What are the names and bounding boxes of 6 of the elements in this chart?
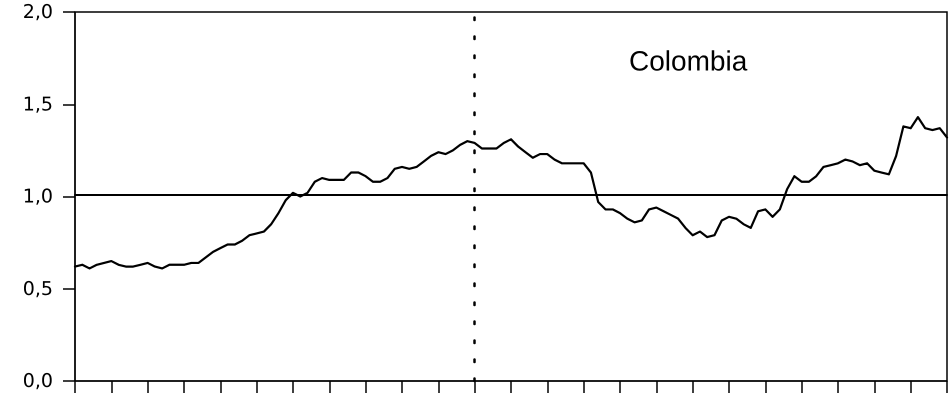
- annotation: Colombia: [629, 46, 748, 76]
- y-tick-label: 1,5: [22, 93, 53, 116]
- y-tick-label: 0,0: [22, 370, 53, 392]
- y-tick-label: 2,0: [22, 1, 53, 23]
- y-tick-label: 1,0: [22, 186, 53, 208]
- y-tick-label: 0,5: [22, 278, 53, 300]
